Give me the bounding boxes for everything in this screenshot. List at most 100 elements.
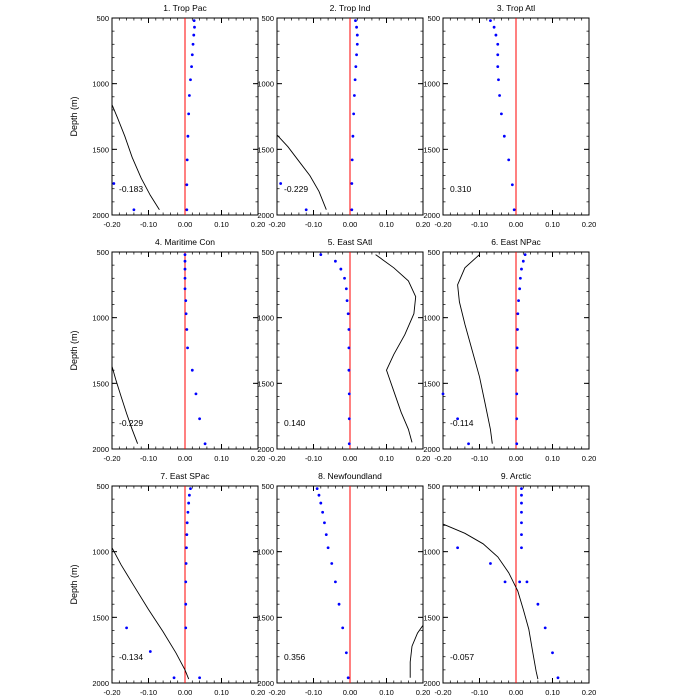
y-tick-label: 1500: [92, 613, 109, 622]
x-tick-label: -0.10: [305, 688, 322, 697]
data-point: [184, 626, 188, 630]
data-point: [192, 19, 196, 23]
y-tick-label: 500: [261, 14, 274, 23]
correlation-label: -0.183: [119, 184, 143, 194]
x-tick-label: -0.10: [471, 688, 488, 697]
data-point: [189, 487, 192, 491]
data-point: [185, 521, 189, 525]
data-point: [350, 208, 354, 212]
data-point: [344, 651, 348, 655]
x-tick-label: 0.20: [251, 688, 266, 697]
data-point: [185, 183, 189, 187]
data-point: [345, 299, 349, 302]
x-tick-label: 0.20: [251, 220, 266, 229]
x-tick-label: 0.20: [416, 688, 431, 697]
y-tick-label: 1000: [257, 548, 274, 557]
data-point: [189, 78, 192, 82]
panel-6: 6. East NPac -0.20 -0.10 0.00 0.10 0.20 500 100…: [423, 237, 596, 463]
x-tick-label: -0.10: [305, 220, 322, 229]
data-point: [317, 493, 321, 497]
data-point: [185, 533, 189, 536]
data-point: [347, 417, 351, 421]
data-point: [347, 346, 351, 350]
data-point: [347, 368, 351, 372]
data-point: [515, 442, 519, 446]
data-point: [525, 580, 529, 584]
y-tick-label: 1500: [92, 145, 109, 154]
y-tick-label: 2000: [423, 445, 440, 454]
x-tick-label: -0.10: [471, 454, 488, 463]
x-tick-label: -0.10: [305, 454, 322, 463]
x-tick-label: -0.20: [434, 688, 451, 697]
correlation-label: 0.140: [284, 418, 306, 428]
x-tick-label: -0.20: [268, 688, 285, 697]
data-point: [125, 626, 128, 630]
profile-curve: [409, 624, 424, 678]
data-point: [315, 487, 319, 491]
x-tick-label: 0.10: [379, 220, 394, 229]
data-point: [172, 676, 176, 680]
data-point: [518, 580, 522, 584]
data-point: [355, 53, 358, 57]
profile-curve: [111, 366, 139, 444]
panel-1: 1. Trop Pac -0.20 -0.10 0.00 0.10 0.20 500 1000…: [69, 3, 265, 229]
data-point: [515, 417, 519, 421]
panel-title: 3. Trop Atl: [497, 3, 535, 13]
x-tick-label: 0.00: [509, 688, 524, 697]
data-point: [187, 112, 191, 116]
data-point: [520, 487, 523, 491]
y-tick-label: 2000: [423, 679, 440, 688]
y-tick-label: 1000: [257, 80, 274, 89]
data-point: [354, 19, 357, 23]
data-point: [347, 392, 351, 396]
data-point: [187, 94, 191, 97]
data-point: [185, 546, 188, 550]
y-tick-label: 1500: [257, 613, 274, 622]
y-tick-label: 1000: [423, 80, 440, 89]
data-point: [198, 676, 202, 680]
data-point: [516, 312, 520, 316]
x-tick-label: 0.00: [343, 688, 358, 697]
y-tick-label: 2000: [257, 211, 274, 220]
data-point: [492, 25, 496, 29]
profile-curve: [276, 134, 327, 210]
y-tick-label: 500: [427, 482, 440, 491]
data-point: [185, 158, 189, 162]
profile-curve: [442, 523, 539, 680]
y-tick-label: 2000: [92, 211, 109, 220]
panel-title: 6. East NPac: [491, 237, 541, 247]
data-point: [516, 328, 519, 331]
panel-8: 8. Newfoundland -0.20 -0.10 0.00 0.10 0.20 500…: [257, 471, 430, 697]
y-axis-title: Depth (m): [69, 96, 79, 136]
data-point: [324, 533, 328, 536]
y-tick-label: 1000: [92, 80, 109, 89]
x-tick-label: 0.10: [545, 454, 560, 463]
panel-7: 7. East SPac -0.20 -0.10 0.00 0.10 0.20 500 100…: [69, 471, 265, 697]
data-point: [350, 158, 354, 162]
y-tick-label: 1500: [257, 145, 274, 154]
data-point: [304, 208, 308, 212]
data-point: [355, 33, 359, 37]
data-point: [467, 442, 470, 446]
data-point: [551, 651, 554, 655]
data-point: [518, 276, 522, 280]
y-tick-label: 1500: [92, 379, 109, 388]
x-tick-label: 0.10: [545, 220, 560, 229]
data-point: [456, 417, 459, 421]
data-point: [515, 346, 519, 350]
panel-title: 4. Maritime Con: [155, 237, 215, 247]
y-tick-label: 500: [261, 248, 274, 257]
x-tick-label: 0.20: [582, 454, 597, 463]
data-point: [520, 493, 523, 497]
data-point: [192, 33, 196, 37]
data-point: [334, 580, 337, 584]
panel-title: 1. Trop Pac: [163, 3, 207, 13]
x-tick-label: -0.20: [268, 454, 285, 463]
data-point: [337, 602, 341, 606]
data-point: [517, 299, 520, 302]
data-point: [187, 493, 191, 497]
y-tick-label: 1500: [257, 379, 274, 388]
data-point: [556, 676, 560, 680]
y-tick-label: 2000: [92, 445, 109, 454]
y-tick-label: 1500: [423, 145, 440, 154]
